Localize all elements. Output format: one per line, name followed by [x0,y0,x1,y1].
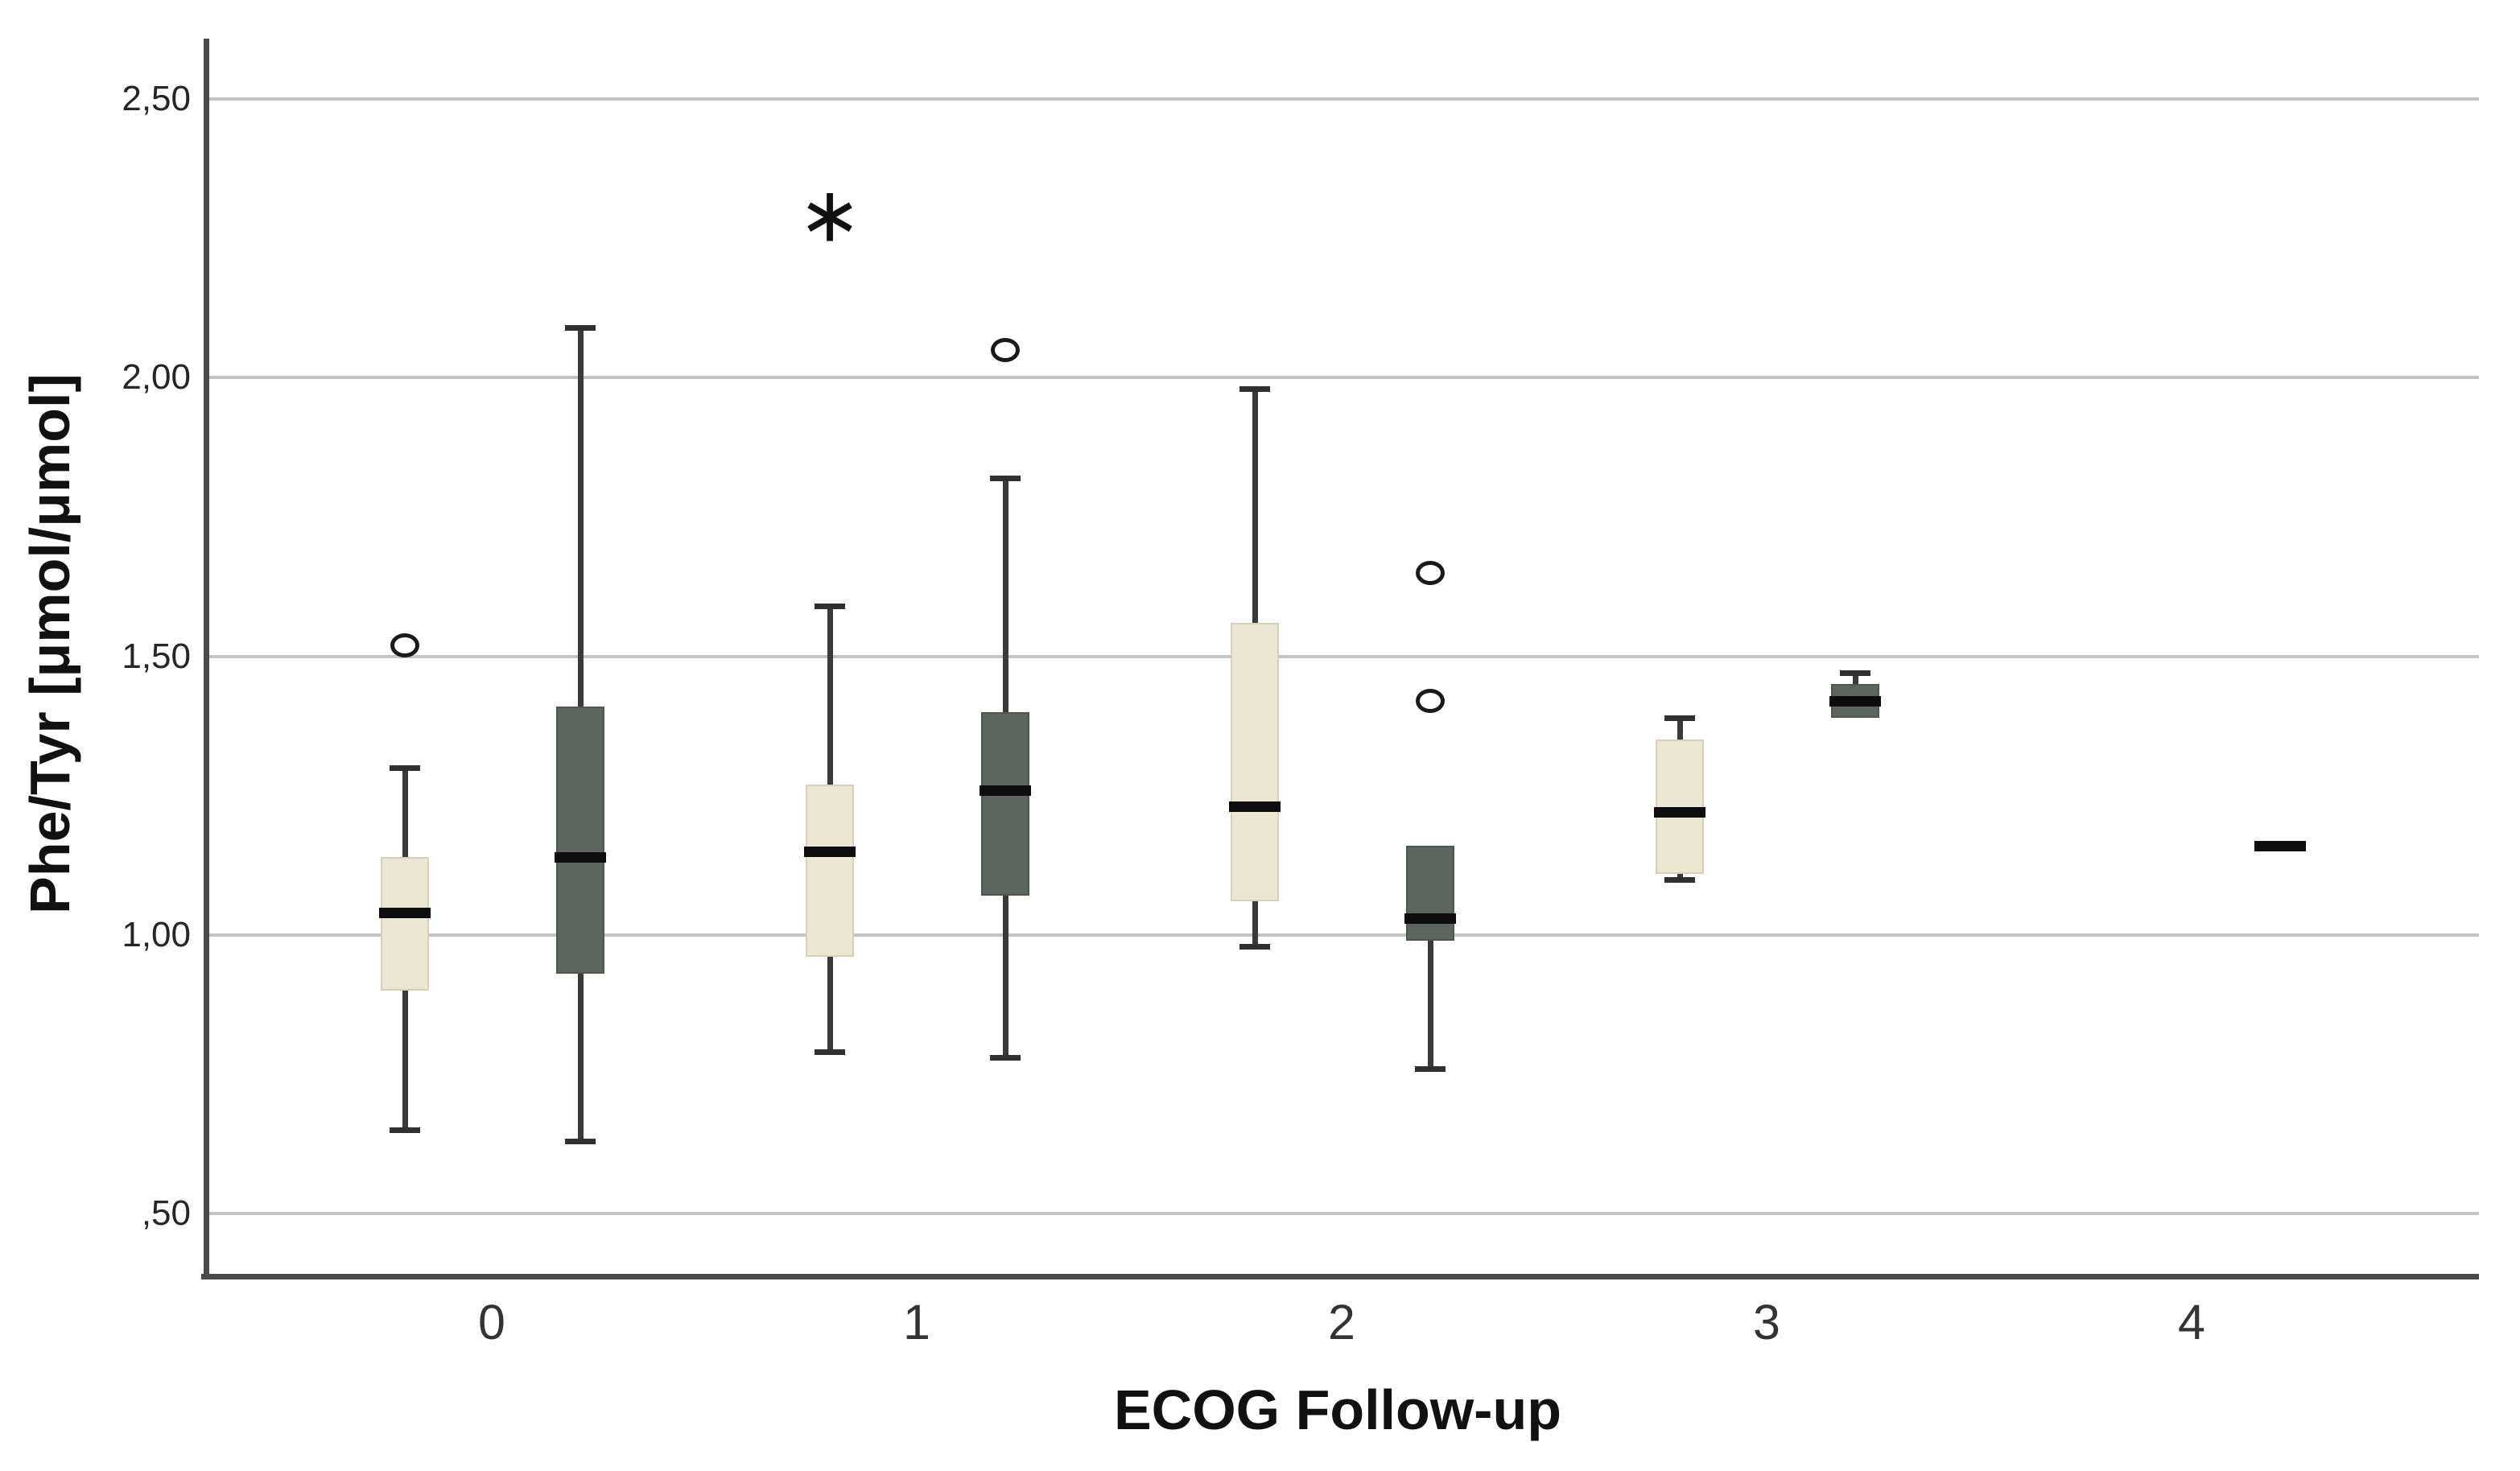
box-iqr [806,784,854,958]
whisker-line [1428,940,1433,1069]
median-line [555,851,606,863]
whisker-cap [1415,1065,1446,1072]
whisker-cap [565,324,596,331]
whisker-line [1853,673,1858,685]
gridline [204,376,2479,380]
whisker-cap [815,1049,845,1056]
y-tick-label: ,50 [141,1193,191,1233]
x-tick-label: 2 [1328,1295,1355,1349]
x-tick-label: 3 [1753,1295,1780,1349]
whisker-line [1677,717,1683,740]
whisker-line [1252,389,1258,623]
x-tick-label: 4 [2178,1295,2205,1349]
whisker-line [1252,901,1258,946]
x-tick-label: 1 [903,1295,930,1349]
median-line [379,908,431,919]
median-line [1404,913,1456,924]
median-line [2254,840,2306,851]
x-axis-line [201,1274,2479,1279]
whisker-line [827,957,833,1053]
median-line [1829,695,1881,707]
box-iqr [1406,845,1454,941]
x-tick-label: 0 [478,1295,505,1349]
whisker-cap [990,1055,1021,1061]
whisker-line [578,974,584,1141]
whisker-cap [1840,670,1870,677]
y-axis-line [204,39,209,1279]
y-tick-label: 1,50 [122,636,191,676]
gridline [204,933,2479,937]
whisker-line [402,991,408,1131]
box-iqr [556,706,604,974]
box-iqr [381,856,429,991]
whisker-cap [390,765,420,771]
whisker-line [578,327,584,707]
y-tick-label: 1,00 [122,914,191,954]
whisker-line [1003,896,1008,1058]
whisker-line [402,768,408,857]
whisker-cap [1239,943,1270,950]
whisker-line [827,606,833,785]
whisker-cap [815,604,845,610]
gridline [204,97,2479,101]
outlier-circle [390,632,419,657]
gridline [204,654,2479,658]
y-axis-title: Phe/Tyr [μmol/μmol] [19,373,81,914]
whisker-cap [1664,876,1695,883]
box-iqr [981,711,1029,896]
extreme-asterisk: ∗ [798,172,862,258]
median-line [1654,807,1705,818]
outlier-circle [1416,688,1445,713]
outlier-circle [991,337,1020,362]
whisker-cap [1664,715,1695,721]
whisker-line [1003,477,1008,712]
whisker-line [1677,873,1683,880]
median-line [1229,801,1281,813]
whisker-cap [990,475,1021,481]
gridline [204,1212,2479,1215]
y-tick-label: 2,50 [122,79,191,118]
median-line [980,785,1031,796]
box-iqr [1656,740,1704,874]
y-tick-label: 2,00 [122,357,191,398]
whisker-cap [1239,386,1270,393]
outlier-circle [1416,560,1445,585]
x-axis-title: ECOG Follow-up [1113,1378,1562,1441]
median-line [804,846,856,857]
whisker-cap [565,1138,596,1144]
box-iqr [1231,622,1279,902]
whisker-cap [390,1127,420,1134]
